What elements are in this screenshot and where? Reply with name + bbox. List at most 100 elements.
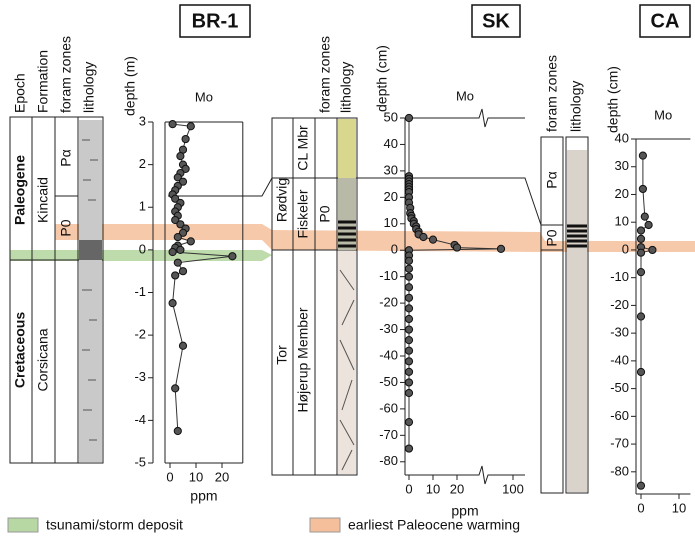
data-point <box>404 256 414 265</box>
y-tick-label: 2 <box>139 156 146 171</box>
data-point <box>171 215 180 225</box>
data-point <box>404 346 414 355</box>
data-point <box>640 212 649 221</box>
data-point <box>404 113 414 123</box>
profile-line <box>408 118 502 449</box>
series-label: Mo <box>654 107 672 122</box>
data-point <box>404 336 414 345</box>
x-tick-label: 10 <box>426 481 440 496</box>
data-point <box>176 152 185 161</box>
profile-line <box>640 155 653 486</box>
y-axis-title: depth (cm) <box>605 66 621 133</box>
data-point <box>173 426 182 436</box>
data-point <box>171 271 180 280</box>
data-point <box>173 173 182 182</box>
x-tick-label: 0 <box>637 500 644 515</box>
data-point <box>173 232 182 242</box>
data-point <box>171 194 180 203</box>
data-point <box>228 252 237 261</box>
data-point <box>638 151 648 160</box>
y-tick-label: -40 <box>379 347 398 362</box>
data-point <box>636 367 646 377</box>
data-point <box>404 272 414 281</box>
data-point <box>404 264 414 273</box>
y-tick-label: 30 <box>384 162 398 177</box>
unit-label: Kincaid <box>35 177 51 223</box>
unit-label: Paleogene <box>12 155 28 225</box>
data-point <box>638 184 648 194</box>
y-tick-label: -10 <box>610 269 629 284</box>
y-tick-label: 1 <box>139 199 146 214</box>
data-point <box>404 378 414 387</box>
br1-column <box>9 116 104 464</box>
y-tick-label: -40 <box>610 352 629 367</box>
data-point <box>173 258 182 267</box>
data-point <box>186 122 195 131</box>
data-point <box>404 444 414 453</box>
legend-swatch <box>7 517 39 533</box>
unit-label: P0 <box>317 205 333 222</box>
data-point <box>168 299 177 308</box>
series-label: Mo <box>195 89 213 104</box>
title-box <box>639 4 691 38</box>
title-box <box>471 4 521 38</box>
y-tick-label: -20 <box>379 295 398 310</box>
series-label: Mo <box>456 88 474 103</box>
y-tick-label: -70 <box>610 436 629 451</box>
chart-title: BR-1 <box>192 10 239 32</box>
x-tick-label: 20 <box>215 469 229 484</box>
data-point <box>496 244 506 253</box>
x-tick-label: 0 <box>405 481 412 496</box>
data-point <box>636 481 646 490</box>
data-point <box>419 232 428 242</box>
y-tick-label: -20 <box>610 297 629 312</box>
data-point <box>178 228 188 237</box>
y-tick-label: 30 <box>615 158 629 173</box>
x-axis-title: ppm <box>451 503 478 519</box>
legend-label: earliest Paleocene warming <box>348 517 520 533</box>
y-tick-label: 20 <box>615 186 629 201</box>
y-tick-label: -80 <box>379 453 398 468</box>
unit-label: Pα <box>544 171 560 188</box>
y-tick-label: 20 <box>384 189 398 204</box>
data-point <box>404 367 414 376</box>
y-tick-label: 10 <box>384 215 398 230</box>
data-point <box>636 234 646 243</box>
data-point <box>181 134 190 144</box>
title-box <box>179 4 251 38</box>
y-tick-label: 50 <box>384 109 398 124</box>
data-point <box>404 325 414 334</box>
data-point <box>404 283 414 292</box>
y-tick-label: -60 <box>610 408 629 423</box>
data-point <box>404 388 414 398</box>
data-point <box>178 267 188 276</box>
column-label: Formation <box>35 50 51 113</box>
data-point <box>186 237 195 246</box>
y-axis-title: depth (cm) <box>374 45 390 112</box>
data-point <box>404 314 414 324</box>
data-point <box>404 293 414 302</box>
column-label: foram zones <box>58 36 74 113</box>
data-point <box>404 357 414 366</box>
unit-label: Højerup Member <box>295 307 311 412</box>
data-point <box>168 120 177 129</box>
y-tick-label: -60 <box>379 400 398 415</box>
column-label: foram zones <box>317 36 333 113</box>
tsunami-band <box>10 250 272 261</box>
y-tick-label: -2 <box>134 327 146 342</box>
unit-label: Pα <box>58 149 74 166</box>
unit-label: CL Mbr <box>295 125 311 171</box>
unit-label: Rødvig <box>274 178 290 222</box>
data-point <box>176 220 185 229</box>
x-axis-title: ppm <box>190 488 217 504</box>
data-point <box>452 243 462 252</box>
data-point <box>178 341 188 350</box>
x-tick-label: 0 <box>166 469 173 484</box>
data-point <box>176 245 185 254</box>
x-tick-label: 100 <box>502 481 524 496</box>
column-label: lithology <box>568 81 584 132</box>
y-tick-label: -80 <box>610 463 629 478</box>
y-tick-label: 40 <box>384 136 398 151</box>
y-tick-label: 0 <box>139 241 146 256</box>
data-point <box>648 245 657 255</box>
